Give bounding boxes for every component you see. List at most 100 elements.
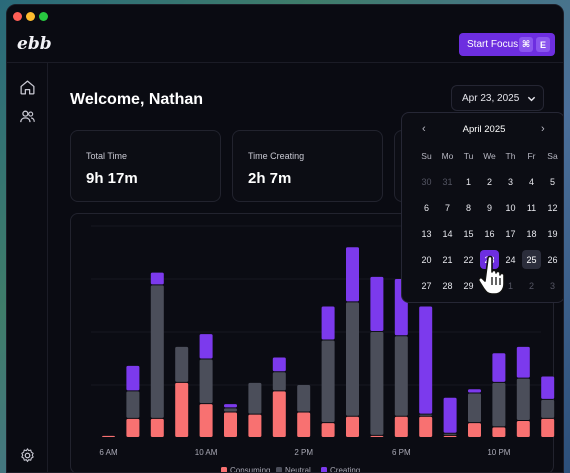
chart-bar-neutral[interactable] <box>419 414 433 416</box>
chart-bar-consuming[interactable] <box>102 435 115 437</box>
calendar-day[interactable]: 30 <box>421 176 432 187</box>
calendar-day[interactable]: 25 <box>522 250 541 269</box>
calendar-day[interactable]: 8 <box>465 202 471 213</box>
chart-bar-consuming[interactable] <box>492 427 506 437</box>
chart-bar-neutral[interactable] <box>443 433 457 435</box>
calendar-day[interactable]: 24 <box>505 254 516 265</box>
chart-bar-consuming[interactable] <box>468 423 481 437</box>
maximize-window-button[interactable] <box>39 12 48 21</box>
chart-bar-neutral[interactable] <box>126 391 140 418</box>
chart-bar-creating[interactable] <box>126 365 140 391</box>
chart-bar-consuming[interactable] <box>443 435 457 437</box>
calendar-day[interactable]: 3 <box>507 176 513 187</box>
chart-bar-creating[interactable] <box>443 397 457 433</box>
calendar-day[interactable]: 21 <box>442 254 453 265</box>
previous-month-button[interactable]: ‹ <box>422 123 426 135</box>
calendar-day[interactable]: 3 <box>549 280 555 291</box>
chart-bar-consuming[interactable] <box>419 416 433 437</box>
chart-bar-consuming[interactable] <box>126 418 140 437</box>
chart-bar-consuming[interactable] <box>199 404 213 437</box>
date-picker-button[interactable]: Apr 23, 2025 <box>451 85 544 111</box>
x-tick-label: 2 PM <box>294 448 313 457</box>
chart-bar-creating[interactable] <box>419 306 433 414</box>
chart-bar-creating[interactable] <box>272 357 286 372</box>
chart-bar-neutral[interactable] <box>248 382 262 414</box>
chart-bar-neutral[interactable] <box>516 378 530 421</box>
calendar-day[interactable]: 6 <box>423 202 429 213</box>
calendar-day[interactable]: 11 <box>526 202 537 213</box>
calendar-day[interactable]: 18 <box>526 228 537 239</box>
start-focus-button[interactable]: Start Focus ⌘ E <box>459 33 555 56</box>
chart-bar-creating[interactable] <box>224 404 237 408</box>
calendar-day[interactable]: 27 <box>421 280 432 291</box>
chart-bar-creating[interactable] <box>346 247 359 302</box>
calendar-day[interactable]: 28 <box>442 280 453 291</box>
calendar-day[interactable]: 9 <box>486 202 492 213</box>
chart-bar-neutral[interactable] <box>394 336 408 416</box>
chart-bar-consuming[interactable] <box>321 423 335 437</box>
chart-bar-neutral[interactable] <box>150 285 164 418</box>
chart-bar-neutral[interactable] <box>175 346 189 382</box>
chart-bar-neutral[interactable] <box>492 382 506 427</box>
calendar-weekday-label: We <box>483 150 496 161</box>
home-icon[interactable] <box>19 79 36 96</box>
chart-bar-consuming[interactable] <box>394 416 408 437</box>
calendar-day[interactable]: 1 <box>465 176 471 187</box>
calendar-day[interactable]: 5 <box>549 176 555 187</box>
chart-bar-consuming[interactable] <box>150 418 164 437</box>
calendar-day[interactable]: 22 <box>463 254 474 265</box>
chart-bar-creating[interactable] <box>468 389 481 393</box>
users-icon[interactable] <box>19 108 36 125</box>
calendar-day[interactable]: 2 <box>486 176 492 187</box>
close-window-button[interactable] <box>13 12 22 21</box>
calendar-day[interactable]: 10 <box>505 202 516 213</box>
calendar-day[interactable]: 7 <box>444 202 450 213</box>
chart-bar-creating[interactable] <box>199 334 213 359</box>
minimize-window-button[interactable] <box>26 12 35 21</box>
chart-bar-creating[interactable] <box>492 353 506 382</box>
chart-bar-consuming[interactable] <box>516 421 530 437</box>
chart-bar-consuming[interactable] <box>272 391 286 437</box>
stat-card-total-time: Total Time 9h 17m <box>70 130 221 202</box>
chart-bar-consuming[interactable] <box>370 435 384 437</box>
chart-bar-consuming[interactable] <box>541 418 555 437</box>
chart-bar-neutral[interactable] <box>541 399 555 418</box>
shortcut-e-key: E <box>536 37 550 52</box>
calendar-day[interactable]: 15 <box>463 228 474 239</box>
chart-bar-consuming[interactable] <box>175 382 189 437</box>
chart-bar-neutral[interactable] <box>321 340 335 423</box>
shortcut-command-key: ⌘ <box>519 37 533 52</box>
chart-bar-creating[interactable] <box>150 272 164 285</box>
chart-bar-neutral[interactable] <box>370 332 384 435</box>
chart-bar-neutral[interactable] <box>297 385 311 412</box>
legend-swatch <box>321 467 327 472</box>
chart-bar-creating[interactable] <box>370 276 384 331</box>
chart-bar-neutral[interactable] <box>199 359 213 404</box>
calendar-day[interactable]: 29 <box>463 280 474 291</box>
calendar-day[interactable]: 19 <box>547 228 558 239</box>
chart-bar-consuming[interactable] <box>346 416 359 437</box>
calendar-day[interactable]: 26 <box>547 254 558 265</box>
chart-bar-creating[interactable] <box>516 346 530 378</box>
chart-bar-creating[interactable] <box>541 376 555 399</box>
calendar-day[interactable]: 13 <box>421 228 432 239</box>
chart-bar-consuming[interactable] <box>297 412 311 437</box>
settings-icon[interactable] <box>19 447 36 464</box>
calendar-day[interactable]: 4 <box>528 176 534 187</box>
calendar-day[interactable]: 31 <box>442 176 453 187</box>
chart-bar-consuming[interactable] <box>248 414 262 437</box>
chart-bar-neutral[interactable] <box>272 372 286 391</box>
calendar-day[interactable]: 17 <box>505 228 516 239</box>
chart-bar-creating[interactable] <box>321 306 335 340</box>
chart-bar-neutral[interactable] <box>346 302 359 416</box>
calendar-day[interactable]: 16 <box>484 228 495 239</box>
calendar-day[interactable]: 12 <box>547 202 558 213</box>
next-month-button[interactable]: › <box>541 123 545 135</box>
chart-bar-neutral[interactable] <box>224 408 237 412</box>
chart-bar-consuming[interactable] <box>224 412 237 437</box>
calendar-day[interactable]: 14 <box>442 228 453 239</box>
chart-bar-neutral[interactable] <box>468 393 481 423</box>
calendar-day[interactable]: 1 <box>507 280 513 291</box>
calendar-day[interactable]: 20 <box>421 254 432 265</box>
calendar-day[interactable]: 2 <box>528 280 534 291</box>
